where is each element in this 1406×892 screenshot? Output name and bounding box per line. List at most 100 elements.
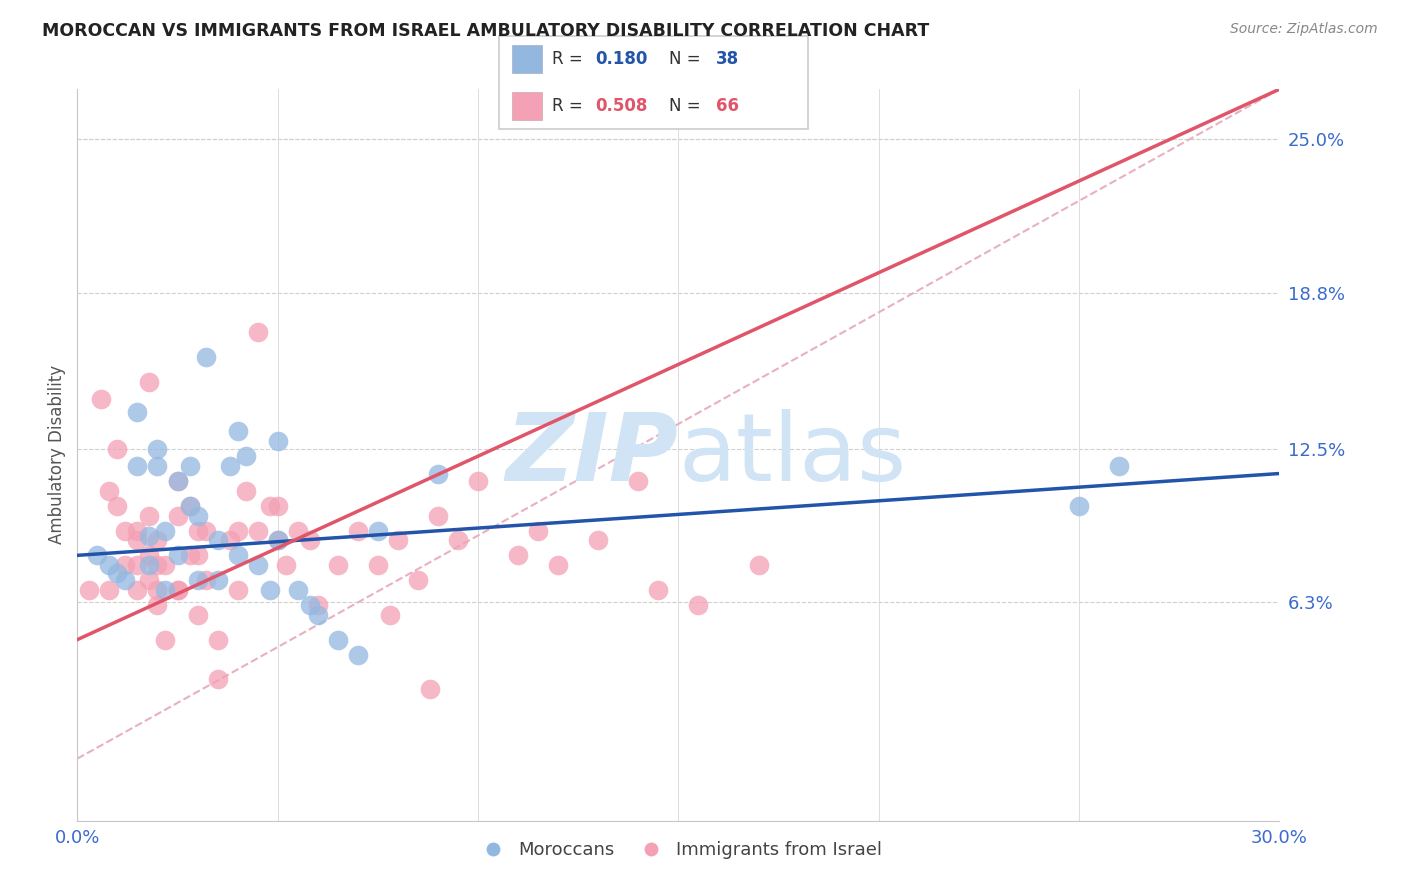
Point — [406, 573, 429, 587]
Point — [547, 558, 569, 573]
Point — [127, 404, 149, 418]
Point — [235, 483, 257, 498]
Point — [166, 508, 188, 523]
Point — [527, 524, 550, 538]
Point — [138, 528, 160, 542]
Point — [79, 582, 101, 597]
Point — [186, 508, 209, 523]
Point — [98, 582, 121, 597]
Point — [207, 673, 229, 687]
Point — [267, 499, 290, 513]
Point — [326, 558, 349, 573]
Point — [90, 392, 112, 406]
Point — [367, 524, 389, 538]
Text: 0.180: 0.180 — [595, 50, 647, 68]
Point — [207, 632, 229, 647]
Point — [114, 573, 136, 587]
Point — [166, 549, 188, 563]
Point — [226, 549, 249, 563]
Point — [267, 533, 290, 548]
Point — [688, 598, 710, 612]
Point — [179, 499, 201, 513]
Point — [427, 467, 450, 481]
Text: 38: 38 — [716, 50, 738, 68]
Legend: Moroccans, Immigrants from Israel: Moroccans, Immigrants from Israel — [468, 834, 889, 866]
Point — [127, 524, 149, 538]
Point — [627, 474, 650, 488]
Text: 0.508: 0.508 — [595, 97, 647, 115]
Point — [1069, 499, 1091, 513]
Text: atlas: atlas — [679, 409, 907, 501]
Point — [138, 549, 160, 563]
Point — [326, 632, 349, 647]
Point — [98, 483, 121, 498]
Text: 66: 66 — [716, 97, 738, 115]
Point — [146, 533, 169, 548]
Bar — [512, 45, 543, 73]
Point — [107, 442, 129, 456]
Point — [146, 598, 169, 612]
Point — [186, 524, 209, 538]
Point — [114, 524, 136, 538]
Point — [138, 508, 160, 523]
Point — [387, 533, 409, 548]
Point — [226, 582, 249, 597]
Point — [146, 582, 169, 597]
Point — [218, 533, 240, 548]
Point — [508, 549, 530, 563]
Point — [194, 524, 217, 538]
Point — [207, 533, 229, 548]
Point — [166, 474, 188, 488]
Point — [138, 573, 160, 587]
Point — [179, 459, 201, 474]
Point — [155, 524, 177, 538]
Point — [427, 508, 450, 523]
Point — [447, 533, 470, 548]
Point — [107, 566, 129, 580]
Point — [166, 582, 188, 597]
Point — [226, 524, 249, 538]
Point — [259, 499, 281, 513]
Point — [186, 549, 209, 563]
Point — [218, 459, 240, 474]
Point — [194, 573, 217, 587]
Point — [127, 459, 149, 474]
Point — [155, 582, 177, 597]
Point — [298, 598, 321, 612]
Text: N =: N = — [669, 97, 706, 115]
Text: N =: N = — [669, 50, 706, 68]
Point — [86, 549, 108, 563]
Point — [287, 524, 309, 538]
Point — [194, 350, 217, 364]
Point — [246, 558, 269, 573]
Point — [179, 549, 201, 563]
Text: R =: R = — [551, 97, 588, 115]
Point — [307, 598, 329, 612]
Point — [146, 558, 169, 573]
Point — [138, 375, 160, 389]
Point — [287, 582, 309, 597]
Y-axis label: Ambulatory Disability: Ambulatory Disability — [48, 366, 66, 544]
Text: R =: R = — [551, 50, 588, 68]
Point — [114, 558, 136, 573]
Point — [179, 499, 201, 513]
FancyBboxPatch shape — [499, 36, 808, 129]
Text: ZIP: ZIP — [506, 409, 679, 501]
Point — [647, 582, 669, 597]
Point — [127, 582, 149, 597]
Point — [107, 499, 129, 513]
Point — [226, 425, 249, 439]
Point — [347, 524, 370, 538]
Point — [467, 474, 489, 488]
Bar — [512, 92, 543, 120]
Point — [127, 533, 149, 548]
Text: Source: ZipAtlas.com: Source: ZipAtlas.com — [1230, 22, 1378, 37]
Point — [378, 607, 401, 622]
Point — [267, 533, 290, 548]
Point — [127, 558, 149, 573]
Point — [166, 474, 188, 488]
Point — [259, 582, 281, 597]
Point — [246, 524, 269, 538]
Point — [235, 449, 257, 463]
Point — [146, 442, 169, 456]
